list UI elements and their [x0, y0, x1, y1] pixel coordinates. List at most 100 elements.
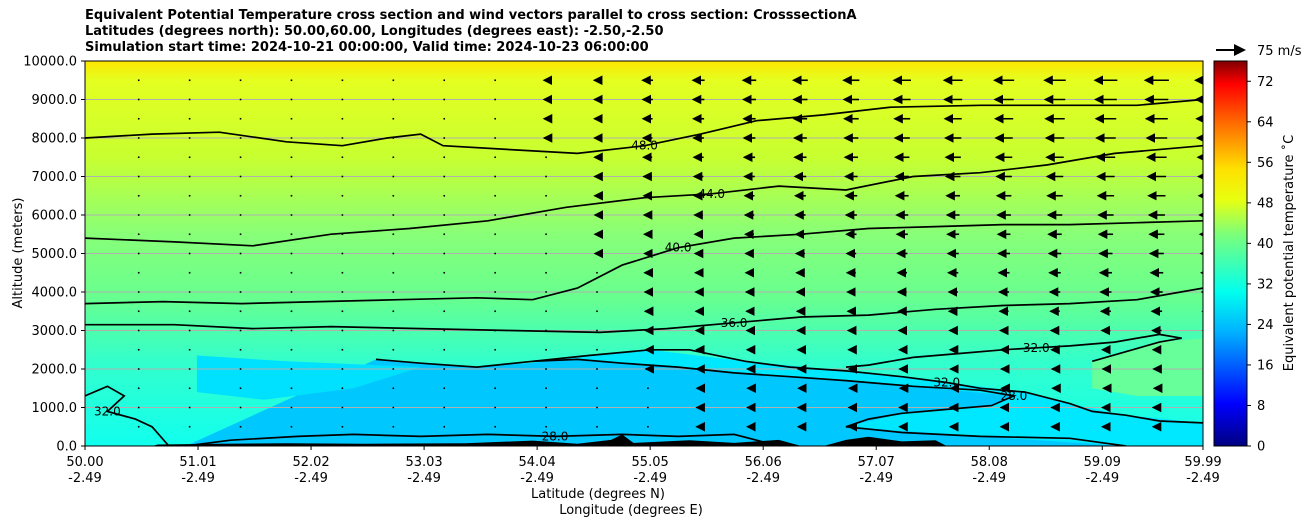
wind-vector	[239, 156, 242, 159]
wind-vector	[545, 271, 547, 274]
wind-vector	[596, 329, 598, 332]
wind-vector	[443, 310, 446, 313]
wind-vector	[545, 175, 547, 178]
wind-vector	[392, 175, 395, 178]
wind-vector	[494, 368, 496, 370]
x-tick-label-lat: 59.09	[1084, 455, 1121, 470]
wind-vector	[392, 348, 395, 351]
wind-vector	[239, 233, 242, 236]
wind-vector	[494, 79, 496, 82]
y-tick-label: 9000.0	[32, 93, 78, 108]
wind-vector	[137, 137, 140, 139]
wind-vector	[188, 98, 191, 101]
filled-contour-band-2	[196, 355, 421, 400]
wind-vector	[494, 291, 496, 293]
wind-vector	[392, 425, 395, 428]
wind-vector	[290, 271, 293, 274]
wind-vector	[392, 194, 395, 197]
wind-vector	[341, 271, 344, 274]
wind-vector	[545, 387, 547, 390]
wind-vector	[647, 387, 649, 390]
wind-vector	[239, 252, 242, 255]
wind-vector	[443, 79, 446, 82]
x-axis-label-longitude: Longitude (degrees E)	[559, 503, 703, 518]
contour-line-32	[532, 348, 1203, 424]
y-tick-label: 7000.0	[32, 170, 78, 185]
wind-vector	[188, 310, 191, 313]
wind-vector	[545, 233, 547, 236]
wind-vector	[188, 406, 191, 409]
wind-vector	[239, 79, 242, 82]
wind-vector	[392, 329, 395, 332]
wind-vector	[137, 233, 140, 236]
wind-vector	[443, 117, 446, 120]
wind-vector	[494, 233, 496, 236]
wind-vector	[494, 425, 496, 428]
wind-vector	[494, 194, 496, 197]
chart-title-line-3: Simulation start time: 2024-10-21 00:00:…	[85, 40, 649, 55]
quiver-key: 75 m/s	[1216, 44, 1302, 59]
wind-vector	[239, 425, 242, 428]
wind-vector	[392, 271, 395, 274]
wind-vector	[239, 194, 242, 197]
wind-vector	[392, 233, 395, 236]
wind-vector	[443, 368, 446, 370]
wind-vector	[545, 156, 547, 159]
wind-vector	[494, 175, 496, 178]
wind-vector	[290, 98, 293, 101]
wind-vector	[341, 214, 344, 216]
wind-vector	[392, 310, 395, 313]
x-tick-label-lat: 52.02	[292, 455, 329, 470]
y-tick-label: 5000.0	[32, 247, 78, 262]
x-tick-label-lon: -2.49	[972, 471, 1006, 486]
contour-label-32: 32.0	[1023, 341, 1050, 355]
wind-vector	[341, 368, 344, 370]
wind-vector	[290, 252, 293, 255]
wind-vector	[596, 387, 598, 390]
terrain-profile	[152, 434, 947, 446]
wind-vector	[392, 117, 395, 120]
wind-vector	[137, 348, 140, 351]
wind-vector	[341, 387, 344, 390]
wind-vector	[494, 137, 496, 139]
wind-vector	[392, 368, 395, 370]
contour-line-48	[85, 98, 1203, 155]
wind-vector	[443, 233, 446, 236]
wind-vector	[137, 214, 140, 216]
y-tick-label: 8000.0	[32, 132, 78, 147]
wind-vector	[188, 137, 191, 139]
wind-vector	[494, 348, 496, 351]
wind-vector	[545, 348, 547, 351]
x-tick-label-lat: 56.06	[745, 455, 782, 470]
contour-line-32	[85, 385, 170, 446]
wind-vector	[494, 156, 496, 159]
wind-vector	[494, 271, 496, 274]
wind-vector	[239, 271, 242, 274]
wind-vector	[443, 98, 446, 101]
wind-vector	[290, 233, 293, 236]
wind-vector	[443, 252, 446, 255]
wind-vector	[137, 271, 140, 274]
wind-vector	[239, 368, 242, 370]
contour-label-32: 32.0	[94, 404, 121, 418]
x-tick-label-lon: -2.49	[181, 471, 215, 486]
x-tick-label-lat: 59.99	[1184, 455, 1221, 470]
wind-vector	[188, 175, 191, 178]
contour-label-36: 36.0	[721, 316, 748, 330]
wind-vector	[494, 98, 496, 101]
wind-vector	[239, 329, 242, 332]
y-tick-label: 2000.0	[32, 363, 78, 378]
colorbar-gradient	[1213, 60, 1248, 447]
contour-label-32: 32.0	[933, 375, 960, 389]
wind-vector	[137, 156, 140, 159]
y-tick-label: 4000.0	[32, 286, 78, 301]
y-axis-label: Altitude (meters)	[11, 198, 26, 309]
x-tick-label-lon: -2.49	[1186, 471, 1220, 486]
wind-vector	[188, 117, 191, 120]
wind-vector	[188, 156, 191, 159]
wind-vector	[137, 368, 140, 370]
colorbar-tick-label: 48	[1257, 196, 1274, 211]
x-tick-label-lon: -2.49	[633, 471, 667, 486]
wind-vector	[341, 291, 344, 293]
